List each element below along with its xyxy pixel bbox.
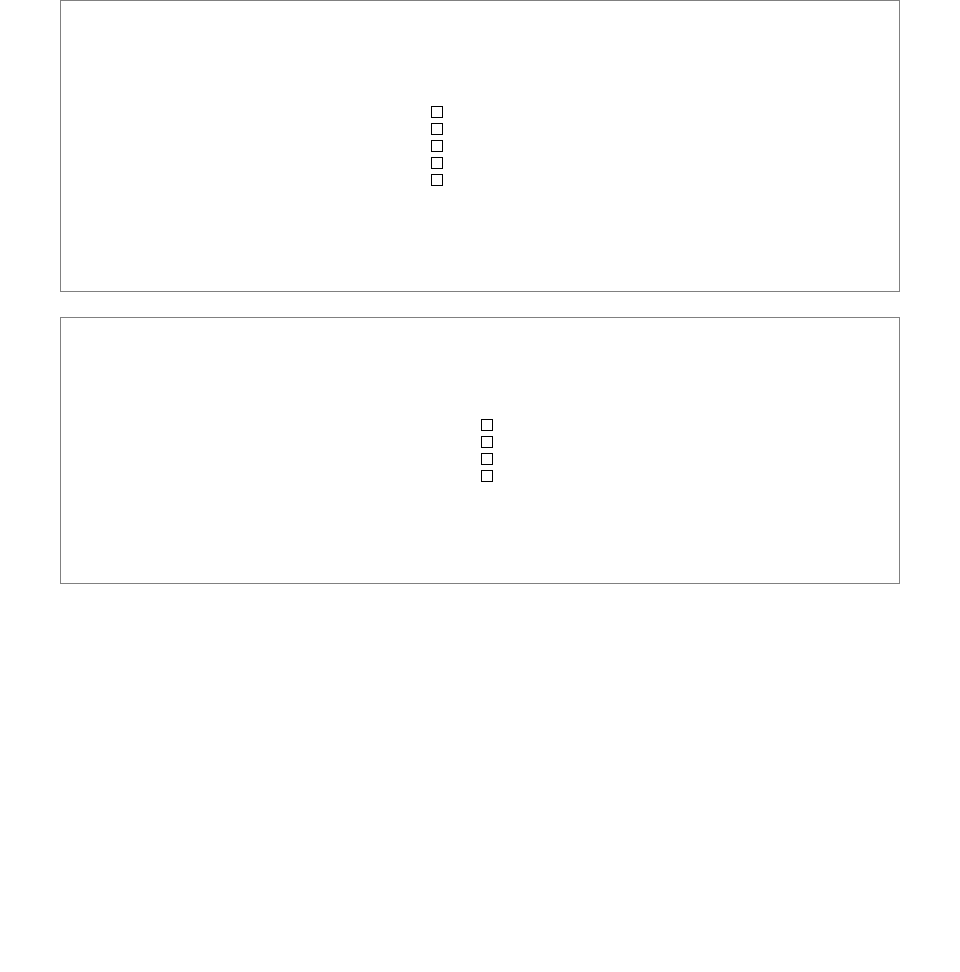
legend-swatch: [431, 174, 443, 186]
legend-item: [431, 140, 453, 152]
legend-item: [481, 436, 503, 448]
chart-2-legend: [481, 414, 503, 487]
chart-1-pie: [86, 26, 406, 266]
legend-swatch: [431, 140, 443, 152]
legend-item: [481, 419, 503, 431]
legend-swatch: [431, 106, 443, 118]
legend-item: [431, 174, 453, 186]
legend-swatch: [481, 419, 493, 431]
chart-2-pie: [86, 343, 456, 558]
legend-item: [431, 123, 453, 135]
legend-item: [431, 106, 453, 118]
legend-item: [481, 470, 503, 482]
chart-1-legend: [431, 101, 453, 191]
legend-swatch: [481, 436, 493, 448]
chart-1-panel: [60, 0, 900, 292]
legend-swatch: [431, 157, 443, 169]
legend-swatch: [481, 470, 493, 482]
legend-item: [431, 157, 453, 169]
legend-swatch: [431, 123, 443, 135]
chart-2-panel: [60, 317, 900, 584]
legend-swatch: [481, 453, 493, 465]
legend-item: [481, 453, 503, 465]
